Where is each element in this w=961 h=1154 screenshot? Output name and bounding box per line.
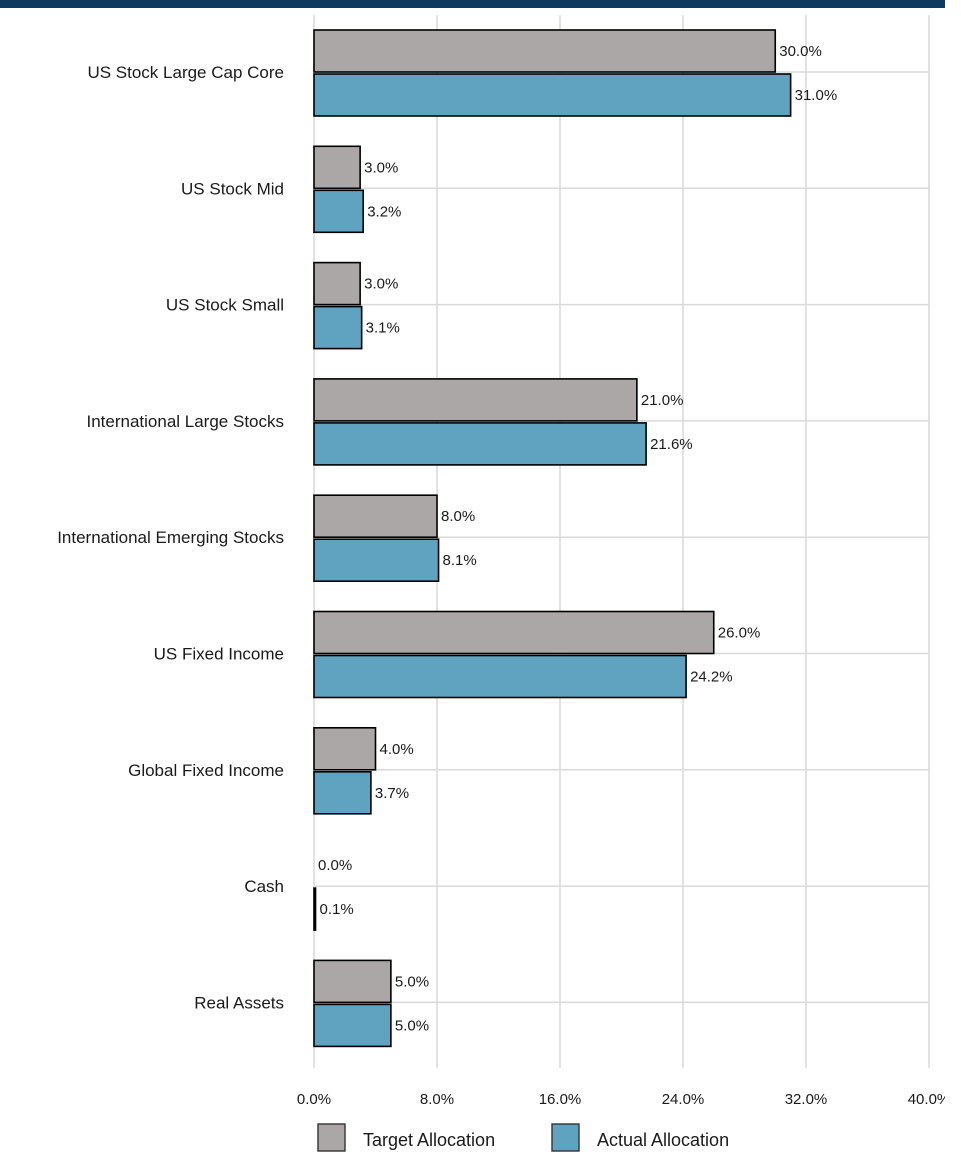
category-label: US Stock Small bbox=[166, 296, 284, 315]
value-label-target: 26.0% bbox=[718, 625, 761, 642]
value-label-actual: 3.7% bbox=[375, 785, 409, 802]
value-labels: 30.0% 31.0% 3.0% 3.2% 3.0% 3.1% 21.0% 21.6% 8.0%… bbox=[318, 43, 837, 1034]
value-label-target: 3.0% bbox=[364, 159, 398, 176]
bar-actual bbox=[313, 73, 792, 117]
gridlines bbox=[313, 15, 930, 1068]
bar-actual bbox=[313, 538, 440, 583]
bar-actual bbox=[313, 770, 372, 815]
value-label-actual: 3.2% bbox=[367, 203, 401, 220]
bars bbox=[313, 29, 792, 1048]
x-axis-tick-labels: 0.0% 8.0% 16.0% 24.0% 32.0% 40.0% bbox=[297, 1091, 945, 1108]
value-label-actual: 3.1% bbox=[366, 320, 400, 337]
value-label-target: 8.0% bbox=[441, 508, 475, 525]
bar-actual bbox=[313, 887, 317, 931]
bar-target bbox=[313, 29, 777, 73]
category-labels: US Stock Large Cap Core US Stock Mid US St… bbox=[57, 63, 284, 1012]
category-label: Real Assets bbox=[194, 993, 284, 1012]
value-label-actual: 24.2% bbox=[690, 669, 733, 686]
value-label-actual: 21.6% bbox=[650, 436, 693, 453]
bar-actual bbox=[313, 422, 647, 466]
value-label-target: 21.0% bbox=[641, 392, 684, 409]
bar-target bbox=[313, 261, 361, 306]
value-label-target: 5.0% bbox=[395, 973, 429, 990]
bar-target bbox=[313, 726, 377, 771]
bar-actual bbox=[313, 1003, 392, 1048]
x-tick-label: 24.0% bbox=[662, 1091, 705, 1108]
bar-target bbox=[313, 378, 638, 422]
legend-label-actual: Actual Allocation bbox=[597, 1130, 729, 1150]
category-label: Cash bbox=[244, 877, 284, 896]
x-tick-label: 16.0% bbox=[539, 1091, 582, 1108]
bar-actual bbox=[313, 189, 365, 234]
legend-label-target: Target Allocation bbox=[363, 1130, 495, 1150]
bar-target bbox=[313, 494, 438, 539]
value-label-actual: 0.1% bbox=[320, 901, 354, 918]
value-label-target: 0.0% bbox=[318, 857, 352, 874]
value-label-actual: 31.0% bbox=[795, 87, 838, 104]
value-label-actual: 5.0% bbox=[395, 1017, 429, 1034]
x-tick-label: 0.0% bbox=[297, 1091, 331, 1108]
bar-target bbox=[313, 959, 392, 1004]
legend-swatch-actual bbox=[551, 1123, 580, 1152]
bar-target bbox=[313, 145, 361, 190]
legend: Target Allocation Actual Allocation bbox=[317, 1123, 729, 1152]
bar-actual bbox=[313, 654, 687, 699]
value-label-target: 4.0% bbox=[380, 741, 414, 758]
value-label-target: 3.0% bbox=[364, 276, 398, 293]
legend-swatch-target bbox=[317, 1123, 346, 1152]
x-tick-label: 32.0% bbox=[785, 1091, 828, 1108]
category-label: US Stock Large Cap Core bbox=[87, 63, 284, 82]
category-label: International Large Stocks bbox=[86, 412, 284, 431]
bar-target bbox=[313, 610, 715, 655]
category-label: Global Fixed Income bbox=[128, 761, 284, 780]
category-label: International Emerging Stocks bbox=[57, 528, 284, 547]
header-bar bbox=[0, 0, 945, 8]
value-label-actual: 8.1% bbox=[443, 552, 477, 569]
x-tick-label: 8.0% bbox=[420, 1091, 454, 1108]
x-tick-label: 40.0% bbox=[908, 1091, 945, 1108]
category-label: US Stock Mid bbox=[181, 179, 284, 198]
bar-actual bbox=[313, 305, 363, 350]
value-label-target: 30.0% bbox=[779, 43, 822, 60]
category-label: US Fixed Income bbox=[154, 645, 284, 664]
